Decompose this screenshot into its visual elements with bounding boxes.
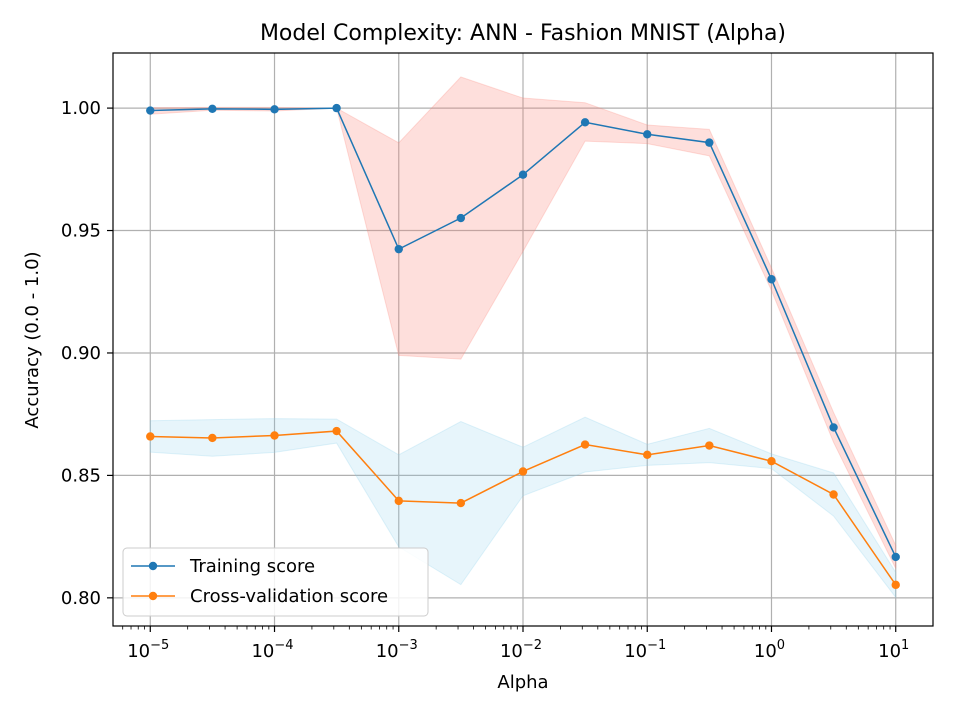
data-point-cv — [394, 496, 403, 506]
data-point-training — [456, 213, 466, 223]
data-point-cv — [456, 498, 466, 508]
data-point-training — [829, 423, 838, 432]
data-point-cv — [891, 580, 900, 590]
data-point-cv — [332, 426, 341, 436]
data-point-training — [394, 244, 403, 254]
data-point-training — [332, 103, 341, 113]
data-point-training — [891, 552, 900, 562]
data-point-cv — [580, 440, 590, 449]
y-tick-label: 1.00 — [61, 98, 101, 119]
data-point-training — [146, 106, 155, 115]
data-point-training — [767, 275, 776, 284]
data-point-training — [705, 138, 714, 147]
y-axis-label: Accuracy (0.0 - 1.0) — [22, 251, 43, 428]
legend-box — [122, 547, 429, 617]
x-axis-label: Alpha — [497, 672, 548, 693]
data-point-training — [270, 105, 279, 114]
data-point-training — [208, 104, 217, 114]
data-point-training — [643, 130, 652, 139]
data-point-cv — [829, 490, 838, 499]
y-tick-label: 0.90 — [61, 343, 101, 364]
x-tick-label: 10−2 — [500, 638, 542, 662]
legend-marker-cv — [148, 591, 158, 601]
y-tick-label: 0.80 — [61, 588, 101, 609]
data-point-training — [580, 118, 590, 127]
data-point-cv — [208, 433, 217, 443]
legend-marker-training — [148, 561, 158, 571]
data-point-cv — [146, 432, 155, 441]
legend-label-training: Training score — [189, 556, 315, 577]
y-tick-label: 0.95 — [61, 221, 101, 242]
error-band-cv — [149, 416, 897, 599]
series-lines — [146, 103, 900, 590]
data-point-cv — [705, 441, 714, 450]
chart-title: Model Complexity: ANN - Fashion MNIST (A… — [260, 21, 786, 46]
data-point-cv — [518, 467, 528, 476]
y-tick-label: 0.85 — [61, 465, 101, 486]
data-point-cv — [643, 450, 652, 460]
y-axis-ticks: 0.80 0.85 0.90 0.95 1.00 — [61, 98, 113, 609]
legend: Training score Cross-validation score — [122, 547, 429, 617]
data-point-cv — [270, 431, 279, 440]
data-point-cv — [767, 457, 776, 466]
legend-label-cv: Cross-validation score — [190, 586, 388, 607]
data-point-training — [518, 170, 528, 179]
